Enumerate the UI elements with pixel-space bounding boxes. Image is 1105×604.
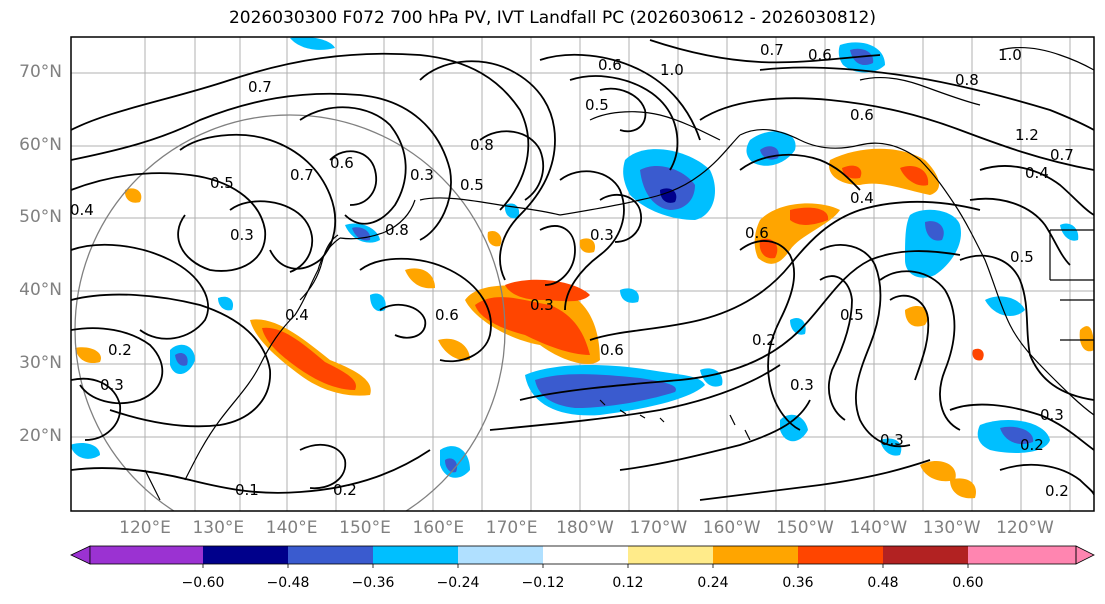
contour-label: 0.3 xyxy=(530,296,554,314)
contour-label: 1.0 xyxy=(998,46,1022,64)
contour-label: 0.2 xyxy=(1020,436,1044,454)
colorbar-tick: −0.60 xyxy=(181,575,225,591)
ivt-shading xyxy=(71,37,1094,499)
lat-label: 70°N xyxy=(19,62,62,82)
contour-label: 0.2 xyxy=(1045,482,1069,500)
colorbar-extend-low xyxy=(70,545,91,565)
coastlines xyxy=(144,46,1094,501)
contour-label: 0.3 xyxy=(790,376,814,394)
contour-label: 0.3 xyxy=(230,226,254,244)
lon-label: 180°W xyxy=(556,518,614,538)
contour-label: 0.5 xyxy=(460,176,484,194)
contour-label: 0.3 xyxy=(410,166,434,184)
lon-label: 170°W xyxy=(629,518,688,538)
contour-label: 0.5 xyxy=(585,96,609,114)
contour-label: 0.6 xyxy=(808,46,832,64)
map-frame xyxy=(70,36,1095,512)
contour-label: 0.7 xyxy=(760,41,784,59)
lon-label: 120°E xyxy=(119,518,171,538)
lon-label: 140°W xyxy=(849,518,908,538)
colorbar-tick: 0.36 xyxy=(782,575,814,591)
colorbar-tick: 0.48 xyxy=(867,575,899,591)
colorbar-tick: −0.36 xyxy=(351,575,395,591)
contour-label: 0.1 xyxy=(235,481,259,499)
contour-label: 0.3 xyxy=(1040,406,1064,424)
contour-label: 0.2 xyxy=(752,331,776,349)
contour-label: 0.6 xyxy=(850,106,874,124)
gridlines xyxy=(71,37,1094,511)
lon-label: 130°E xyxy=(192,518,245,538)
contour-label: 0.6 xyxy=(598,56,622,74)
contour-label: 0.2 xyxy=(333,481,357,499)
contour-label: 0.4 xyxy=(1025,164,1049,182)
colorbar-extend-high xyxy=(1075,545,1095,565)
contour-label: 0.4 xyxy=(70,201,94,219)
contour-label: 0.6 xyxy=(745,224,769,242)
lon-label: 160°W xyxy=(702,518,761,538)
contour-labels: 0.7 0.5 0.6 0.7 0.6 0.6 1.0 0.6 0.7 0.8 … xyxy=(70,41,1074,500)
lat-label: 20°N xyxy=(19,426,62,446)
colorbar-tick: −0.24 xyxy=(436,575,480,591)
contour-label: 0.8 xyxy=(470,136,494,154)
lon-label: 160°E xyxy=(412,518,465,538)
contour-label: 0.5 xyxy=(210,174,234,192)
map-title: 2026030300 F072 700 hPa PV, IVT Landfall… xyxy=(228,8,876,28)
lon-label: 120°W xyxy=(996,518,1054,538)
contour-label: 0.4 xyxy=(850,189,874,207)
contour-label: 0.3 xyxy=(590,226,614,244)
contour-label: 0.6 xyxy=(435,306,459,324)
lon-label: 130°W xyxy=(922,518,981,538)
colorbar xyxy=(70,545,1095,568)
contour-label: 0.5 xyxy=(1010,248,1034,266)
contour-label: 1.2 xyxy=(1015,126,1039,144)
contour-label: 0.8 xyxy=(955,71,979,89)
colorbar-tick: −0.12 xyxy=(521,575,565,591)
lat-label: 30°N xyxy=(19,353,62,373)
contour-label: 0.7 xyxy=(1050,146,1074,164)
colorbar-tick: 0.24 xyxy=(697,575,729,591)
contour-label: 0.7 xyxy=(248,78,272,96)
contour-label: 0.4 xyxy=(285,306,309,324)
contour-label: 0.3 xyxy=(100,376,124,394)
colorbar-tick: 0.60 xyxy=(952,575,984,591)
contour-label: 1.0 xyxy=(660,61,684,79)
contour-label: 0.7 xyxy=(290,166,314,184)
contour-label: 0.8 xyxy=(385,221,409,239)
lat-label: 50°N xyxy=(19,207,62,227)
lon-label: 150°E xyxy=(339,518,391,538)
colorbar-tick: −0.48 xyxy=(266,575,310,591)
pv-contours xyxy=(71,39,1094,501)
colorbar-tick: 0.12 xyxy=(612,575,644,591)
contour-label: 0.3 xyxy=(880,431,904,449)
contour-label: 0.6 xyxy=(330,154,354,172)
lat-label: 60°N xyxy=(19,135,62,155)
lat-label: 40°N xyxy=(19,280,62,300)
contour-label: 0.5 xyxy=(840,306,864,324)
lon-label: 150°W xyxy=(776,518,834,538)
lon-label: 170°E xyxy=(485,518,538,538)
contour-label: 0.6 xyxy=(600,341,624,359)
lon-label: 140°E xyxy=(265,518,318,538)
contour-label: 0.2 xyxy=(108,341,132,359)
